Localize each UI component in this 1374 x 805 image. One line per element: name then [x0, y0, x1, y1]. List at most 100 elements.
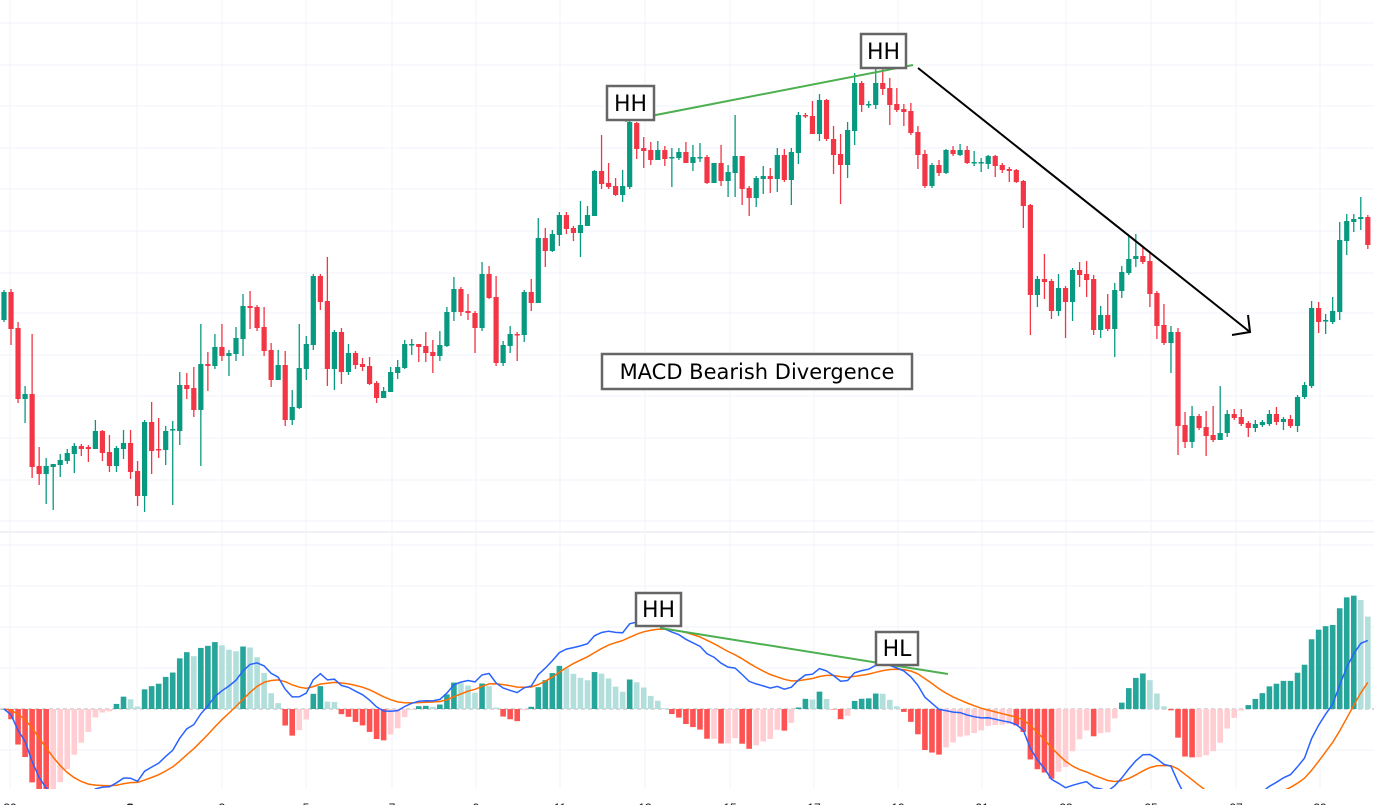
candle-body: [296, 368, 302, 408]
candle-body: [472, 313, 478, 328]
candle-body: [289, 407, 295, 420]
candle-body: [873, 83, 879, 105]
candle: [1217, 386, 1223, 440]
candle: [198, 324, 204, 466]
candle: [1069, 268, 1076, 321]
candle: [226, 350, 232, 376]
candle-body: [676, 152, 682, 158]
candle: [528, 279, 534, 311]
candle: [1105, 294, 1111, 331]
candle-body: [1344, 221, 1350, 241]
candle-body: [113, 448, 120, 466]
candle-body: [936, 165, 942, 173]
candle: [1062, 286, 1069, 338]
x-axis-labels: 30 Sep 3 5 7 9 11 13 15 17 19 21 23 25 27 29: [3, 801, 1327, 805]
candle-body: [627, 122, 633, 187]
candle: [1133, 234, 1139, 267]
x-tick-label: 17: [807, 801, 821, 805]
x-tick-label: 21: [975, 801, 989, 805]
candle: [950, 146, 956, 156]
candle: [823, 99, 830, 141]
candle: [1154, 291, 1160, 339]
histogram-bar: [247, 647, 253, 709]
candle: [732, 115, 738, 197]
candle: [936, 160, 942, 176]
candle: [957, 144, 963, 156]
histogram-bar: [310, 693, 317, 709]
histogram-bar: [345, 709, 352, 717]
histogram-bar: [71, 709, 78, 755]
candle-body: [957, 150, 963, 155]
histogram-bar: [444, 694, 450, 709]
histogram-bar: [732, 709, 738, 739]
candle-body: [1161, 325, 1167, 343]
candle-body: [1084, 274, 1090, 280]
histogram-bar: [1147, 680, 1153, 709]
candle-body: [887, 88, 893, 105]
candle: [866, 101, 872, 108]
candle-body: [992, 156, 998, 166]
candle: [521, 290, 527, 342]
histogram-bar: [15, 709, 21, 745]
histogram-bar: [366, 709, 373, 732]
candle: [641, 137, 647, 168]
candle-body: [36, 466, 42, 474]
candle: [1344, 214, 1350, 255]
candle: [233, 327, 239, 361]
candle: [1091, 275, 1097, 335]
candle: [268, 343, 274, 387]
candle: [296, 324, 302, 409]
histogram-bar: [1301, 664, 1308, 709]
candle: [444, 307, 450, 347]
histogram-bar: [240, 646, 246, 709]
candle: [845, 122, 851, 178]
candle-body: [430, 352, 436, 356]
histogram-bar: [338, 709, 345, 715]
candle-body: [549, 234, 555, 251]
histogram-bar: [57, 709, 64, 783]
candle: [163, 426, 169, 465]
candle: [472, 311, 478, 353]
x-tick-label: 7: [389, 801, 396, 805]
candle-body: [71, 446, 77, 454]
candle: [43, 458, 49, 504]
histogram-bar: [676, 709, 682, 718]
candle: [240, 294, 246, 356]
candle: [1098, 306, 1104, 338]
candle-body: [1069, 270, 1076, 302]
histogram-bar: [198, 647, 204, 709]
candle-body: [1006, 169, 1012, 171]
candle: [85, 445, 91, 462]
candle-body: [423, 346, 429, 353]
candle-body: [563, 215, 569, 229]
histogram-bar: [1196, 709, 1202, 758]
candle: [191, 367, 197, 417]
histogram-bar: [219, 645, 225, 709]
histogram-bar: [36, 709, 42, 796]
candle: [676, 148, 682, 160]
candle-body: [142, 422, 148, 496]
macd-line: [3, 621, 1369, 805]
candle: [92, 420, 98, 449]
candle-body: [845, 130, 851, 165]
candle-body: [781, 155, 787, 180]
histogram-bar: [493, 707, 499, 709]
candle: [352, 351, 359, 369]
histogram-bar: [1294, 672, 1301, 709]
candle-body: [240, 306, 246, 339]
candle: [535, 218, 541, 303]
candle: [1330, 297, 1336, 324]
candle-body: [859, 83, 865, 105]
histogram-bar: [781, 709, 788, 731]
candle-body: [317, 276, 323, 302]
candle-body: [1168, 332, 1174, 343]
candle-body: [1175, 332, 1181, 426]
candle: [1119, 266, 1125, 298]
candle-body: [1245, 423, 1251, 428]
histogram-bar: [43, 709, 49, 798]
candle-body: [303, 344, 309, 369]
histogram-bar: [640, 687, 647, 709]
histogram-bar: [50, 709, 57, 792]
histogram-bar: [697, 709, 703, 730]
candle: [359, 358, 366, 371]
